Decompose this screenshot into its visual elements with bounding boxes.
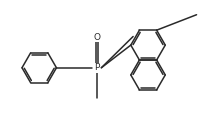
Text: P: P [94,63,99,72]
Text: O: O [93,33,100,42]
